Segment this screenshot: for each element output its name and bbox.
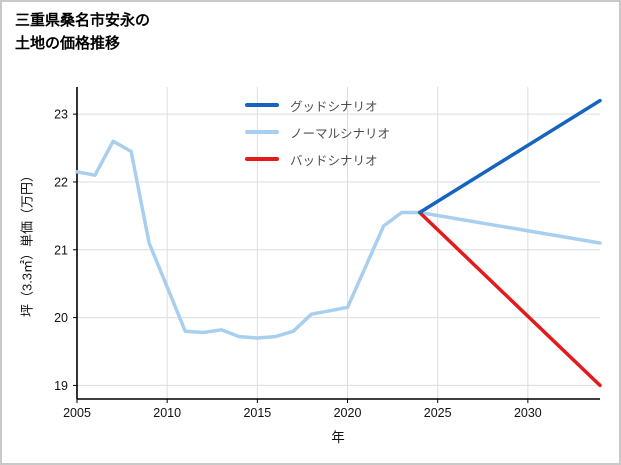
x-tick-label: 2025 [424, 406, 452, 420]
legend-label-normal-scenario: ノーマルシナリオ [290, 126, 391, 141]
legend-item-bad-scenario: バッドシナリオ [245, 150, 390, 168]
y-tick-label: 19 [54, 379, 68, 393]
y-tick-label: 22 [54, 175, 68, 189]
y-tick-label: 21 [54, 243, 68, 257]
x-axis-label: 年 [331, 430, 345, 445]
x-tick-label: 2030 [514, 406, 542, 420]
x-tick-label: 2020 [334, 406, 362, 420]
series-line-good-scenario [417, 98, 602, 215]
y-tick-label: 20 [54, 311, 68, 325]
x-tick-label: 2015 [243, 406, 271, 420]
legend-line-normal-scenario [245, 130, 279, 134]
chart-legend: グッドシナリオ ノーマルシナリオ バッドシナリオ [245, 96, 390, 168]
series-line-bad-scenario [417, 210, 602, 388]
legend-label-good-scenario: グッドシナリオ [290, 99, 378, 114]
legend-label-bad-scenario: バッドシナリオ [290, 153, 378, 168]
page-title-line1: 三重県桑名市安永の [15, 12, 151, 29]
y-tick-label: 23 [54, 108, 68, 122]
x-tick-label: 2005 [63, 406, 91, 420]
page-title-line2: 土地の価格推移 [15, 34, 121, 52]
legend-item-good-scenario: グッドシナリオ [245, 96, 390, 114]
series-line-normal-scenario [75, 139, 602, 340]
x-tick-label: 2010 [153, 406, 181, 420]
legend-line-bad-scenario [245, 157, 279, 161]
y-axis-label: 坪（3.3㎡）単価（万円） [19, 168, 35, 318]
legend-line-good-scenario [245, 103, 279, 107]
legend-item-normal-scenario: ノーマルシナリオ [245, 123, 390, 141]
page-title: 三重県桑名市安永の 土地の価格推移 [15, 10, 150, 55]
